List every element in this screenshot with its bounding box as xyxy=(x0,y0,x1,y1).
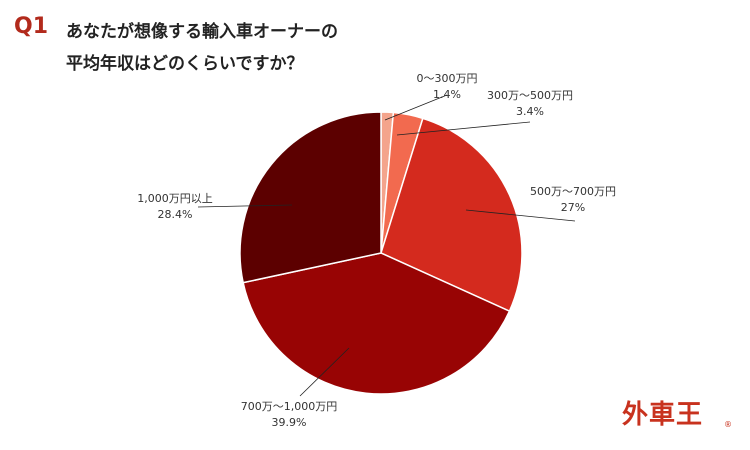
pie-slices xyxy=(239,111,523,395)
question-title-line2: 平均年収はどのくらいですか？ xyxy=(66,54,304,74)
slice-category-label: 0〜300万円 xyxy=(417,72,478,85)
pie-slice-3 xyxy=(380,117,523,313)
slice-value-label: 1.4% xyxy=(433,88,461,101)
pie-slice-4 xyxy=(242,252,511,395)
registered-mark: ® xyxy=(724,420,732,429)
leader-line-3 xyxy=(465,209,576,222)
leader-line-1 xyxy=(384,94,448,121)
slice-value-label: 3.4% xyxy=(516,105,544,118)
slice-value-label: 28.4% xyxy=(158,208,193,221)
question-title-line1: あなたが想像する輸入車オーナーの xyxy=(66,22,338,42)
brand-logo: 外車王 xyxy=(622,400,704,430)
slice-category-label: 500万〜700万円 xyxy=(530,185,616,198)
slice-category-label: 300万〜500万円 xyxy=(487,89,573,102)
leader-line-2 xyxy=(396,121,531,136)
slice-category-label: 1,000万円以上 xyxy=(137,192,213,205)
pie-slice-5 xyxy=(239,111,382,284)
slice-category-label: 700万〜1,000万円 xyxy=(241,400,338,413)
slice-value-label: 27% xyxy=(561,201,585,214)
question-title: あなたが想像する輸入車オーナーの 平均年収はどのくらいですか？ xyxy=(66,16,536,80)
question-number: Q1 xyxy=(14,14,49,39)
leader-line-5 xyxy=(197,204,293,208)
leader-line-4 xyxy=(299,347,350,397)
leader-lines xyxy=(197,94,576,397)
slice-value-label: 39.9% xyxy=(272,416,307,429)
slice-labels: 0〜300万円 1.4% 300万〜500万円 3.4% 500万〜700万円 27% 70… xyxy=(137,72,616,429)
